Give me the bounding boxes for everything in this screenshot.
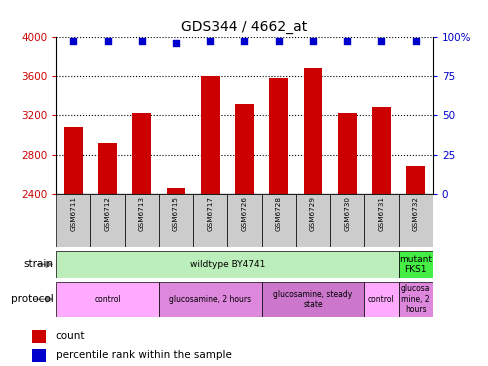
Text: wildtype BY4741: wildtype BY4741 [189,260,264,269]
Text: GSM6730: GSM6730 [344,195,349,231]
Point [138,38,145,44]
Text: GSM6728: GSM6728 [275,195,281,231]
Bar [364,282,398,317]
Point [103,38,111,44]
Text: GSM6713: GSM6713 [139,195,144,231]
Point [206,38,214,44]
Bar [261,194,295,247]
Text: GSM6732: GSM6732 [412,195,418,231]
Bar [32,329,46,343]
Bar [98,143,117,194]
Text: GSM6717: GSM6717 [207,195,213,231]
Bar [166,188,185,194]
Bar [406,167,424,194]
Bar [398,251,432,278]
Bar [261,282,364,317]
Bar [398,194,432,247]
Bar [337,113,356,194]
Point [343,38,350,44]
Title: GDS344 / 4662_at: GDS344 / 4662_at [181,20,307,34]
Text: GSM6715: GSM6715 [173,195,179,231]
Bar [193,194,227,247]
Bar [364,194,398,247]
Text: GSM6729: GSM6729 [309,195,315,231]
Point [308,38,316,44]
Bar [56,282,159,317]
Bar [371,107,390,194]
Bar [124,194,159,247]
Point [172,40,180,46]
Bar [329,194,364,247]
Bar [64,127,82,194]
Bar [235,104,253,194]
Text: control: control [94,295,121,304]
Point [377,38,385,44]
Bar [227,194,261,247]
Point [240,38,248,44]
Bar [295,194,329,247]
Bar [90,194,124,247]
Text: glucosamine, steady
state: glucosamine, steady state [273,290,352,309]
Bar [132,113,151,194]
Text: count: count [56,331,85,341]
Text: control: control [367,295,394,304]
Bar [269,78,287,194]
Text: percentile rank within the sample: percentile rank within the sample [56,350,231,361]
Bar [159,194,193,247]
Text: GSM6726: GSM6726 [241,195,247,231]
Text: glucosamine, 2 hours: glucosamine, 2 hours [169,295,251,304]
Text: GSM6711: GSM6711 [70,195,76,231]
Bar [159,282,261,317]
Bar [56,194,90,247]
Text: glucosa
mine, 2
hours: glucosa mine, 2 hours [400,284,429,314]
Bar [398,282,432,317]
Bar [303,68,322,194]
Text: mutant
FKS1: mutant FKS1 [398,255,431,274]
Point [411,38,419,44]
Text: strain: strain [24,259,54,269]
Point [69,38,77,44]
Point [274,38,282,44]
Text: protocol: protocol [11,294,54,304]
Bar [201,76,219,194]
Bar [32,349,46,362]
Text: GSM6712: GSM6712 [104,195,110,231]
Text: GSM6731: GSM6731 [378,195,384,231]
